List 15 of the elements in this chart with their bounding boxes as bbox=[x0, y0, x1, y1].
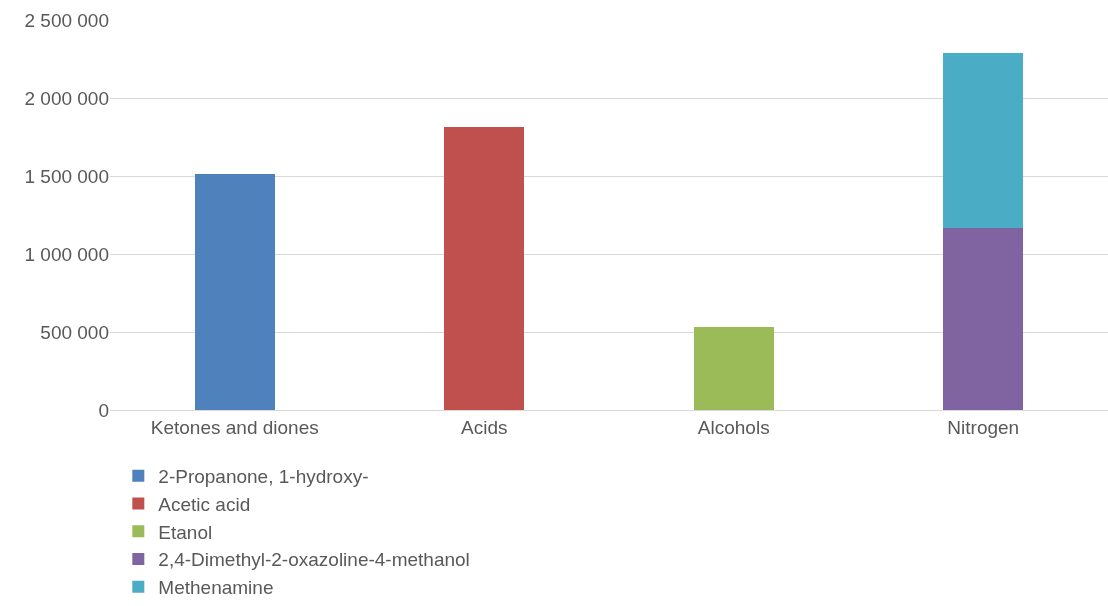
y-tick-label: 2 000 000 bbox=[24, 87, 109, 109]
x-tick-label: Ketones and diones bbox=[150, 416, 319, 438]
legend-label: 2-Propanone, 1-hydroxy- bbox=[158, 466, 369, 488]
y-tick-label: 0 bbox=[98, 399, 109, 421]
x-tick-label: Nitrogen bbox=[947, 416, 1020, 438]
x-tick-label: Acids bbox=[461, 416, 508, 438]
y-tick-label: 2 500 000 bbox=[24, 9, 109, 31]
legend-label: Methenamine bbox=[158, 577, 274, 599]
legend-label: Acetic acid bbox=[158, 493, 251, 515]
legend-label: Etanol bbox=[158, 521, 213, 543]
y-tick-label: 1 500 000 bbox=[24, 165, 109, 187]
x-tick-label: Alcohols bbox=[697, 416, 770, 438]
legend-label: 2,4-Dimethyl-2-oxazoline-4-methanol bbox=[158, 549, 470, 571]
y-tick-label: 1 000 000 bbox=[24, 243, 109, 265]
y-tick-label: 500 000 bbox=[40, 321, 109, 343]
